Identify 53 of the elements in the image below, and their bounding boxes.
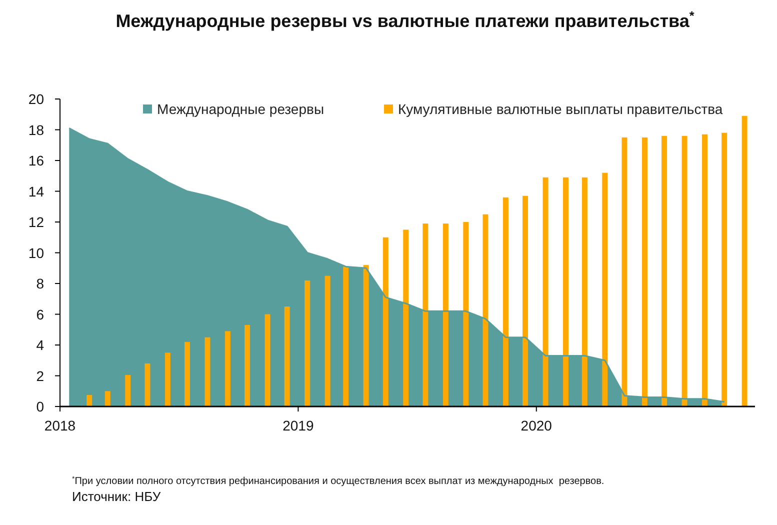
bar [86,394,92,406]
legend-label: Кумулятивные валютные выплаты правительства [398,101,723,117]
text: $^{*}$При условии полного отсутствия рефинансирования и осуществления всех выплат из международных резервов. [72,476,604,487]
y-tick-label: 4 [36,337,44,353]
bar [463,222,469,406]
bar [204,337,210,406]
bar [403,230,409,406]
bar [722,132,728,406]
bar [642,137,648,406]
y-tick-label: 14 [28,183,44,200]
y-tick-label: 12 [28,214,44,230]
bar [622,137,628,406]
bar [104,391,110,406]
bar [522,196,528,406]
bar [164,352,170,406]
bar [382,237,388,406]
bar [582,177,588,406]
bar [264,314,270,406]
x-tick-label: 2018 [44,418,76,434]
bar [224,331,230,406]
bar [343,266,349,406]
bar [422,224,428,406]
y-tick-label: 16 [28,152,44,168]
bar [482,214,488,406]
y-tick-label: 10 [28,244,44,261]
legend-label: Международные резервы [157,101,324,117]
x-tick-label: 2020 [520,418,552,434]
y-tick-label: 2 [36,368,44,384]
bar [304,280,310,406]
chart-title: Международные резервы vs валютные платежи правительства$^{*}$ [116,9,694,31]
bar [502,197,508,406]
y-tick-label: 0 [36,398,44,414]
bar [125,374,131,406]
bar [324,276,330,406]
y-tick-label: 6 [36,306,44,322]
bar [682,136,688,406]
text: Источник: НБУ [72,489,162,504]
y-tick-label: 20 [28,91,44,107]
y-tick-label: 18 [28,122,44,138]
bar [442,224,448,406]
bar [602,172,608,406]
bar [662,136,668,406]
bar [542,177,548,406]
x-tick-label: 2019 [282,418,314,434]
bar [702,134,708,406]
bar [284,306,290,406]
bar [742,116,748,406]
bar [184,342,190,406]
bar [563,177,568,406]
bar [244,325,250,406]
y-tick-label: 8 [36,276,44,292]
bar [144,363,150,406]
bar [363,265,369,406]
